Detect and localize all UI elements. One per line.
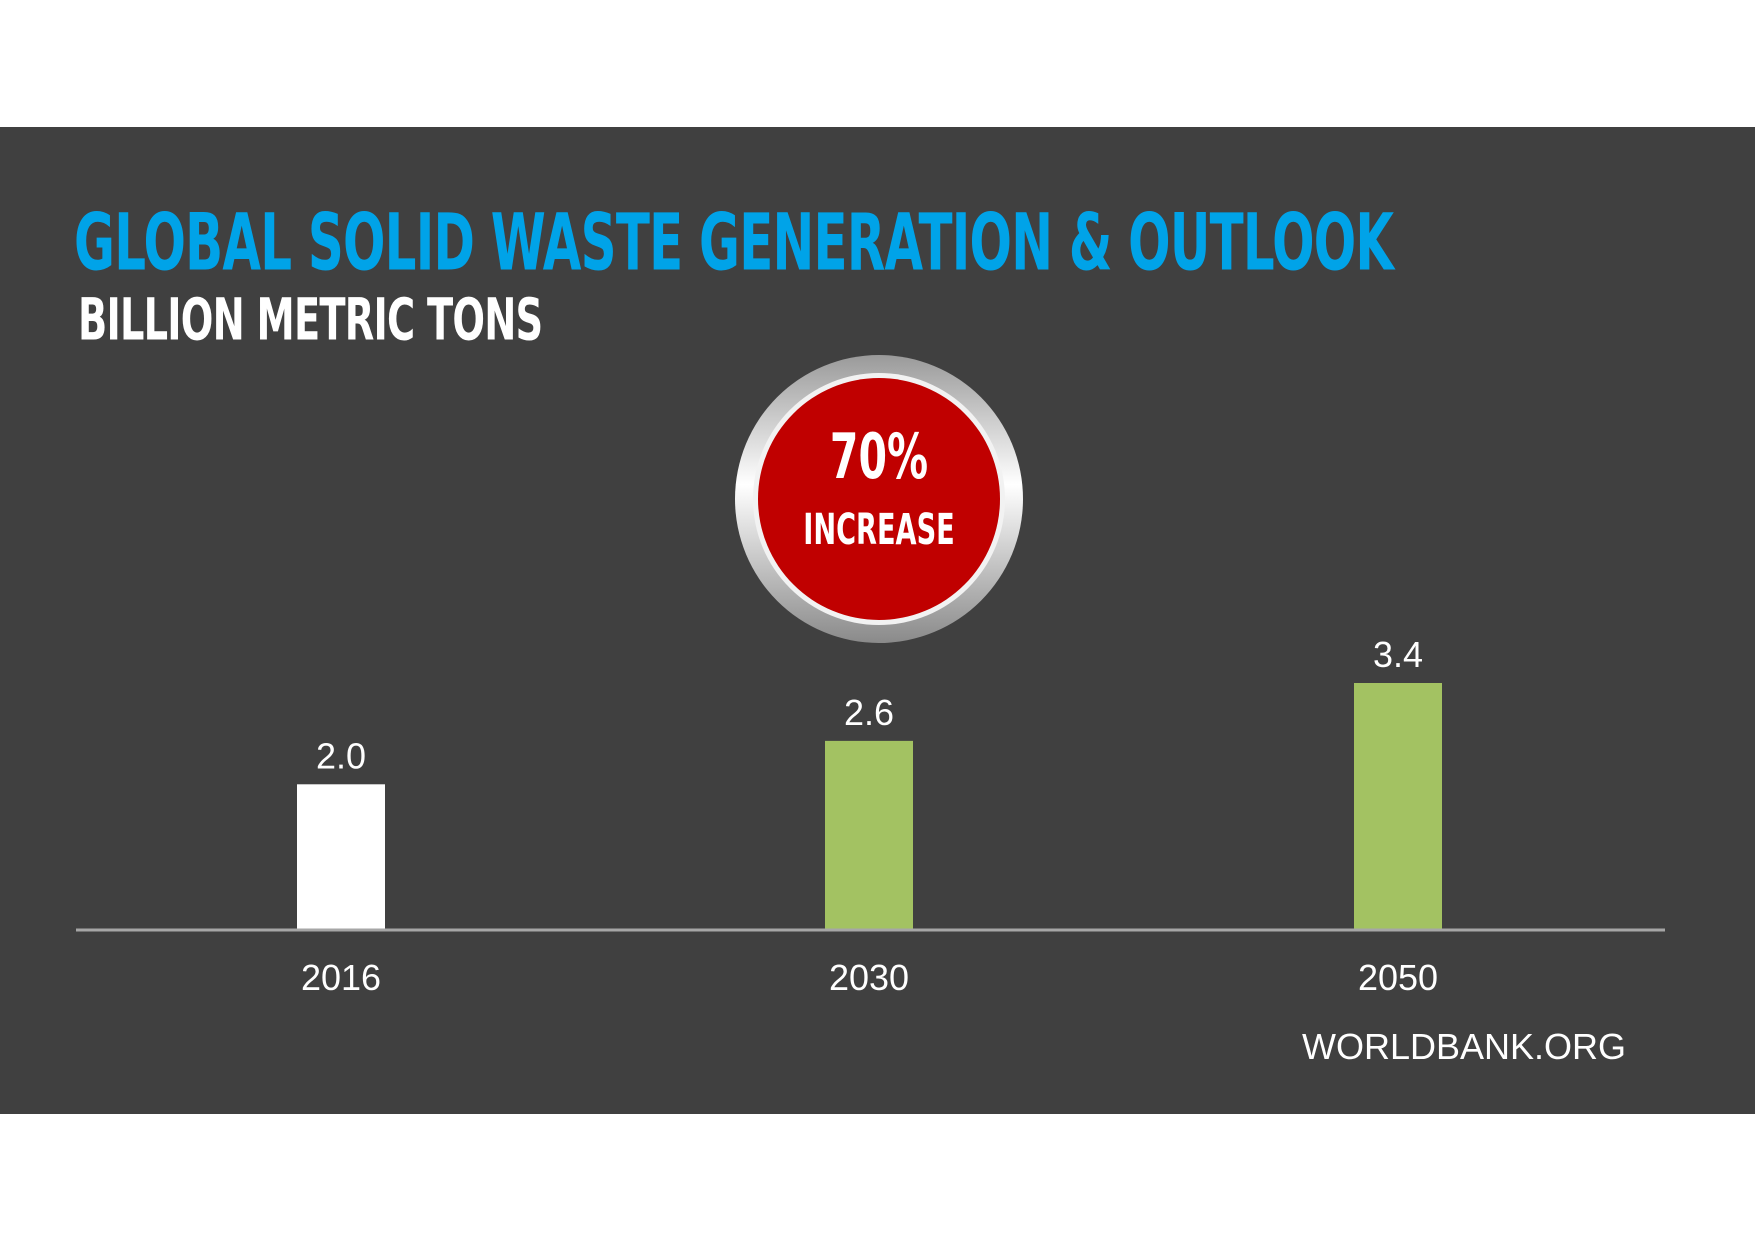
x-tick-label-2016: 2016 xyxy=(301,957,381,998)
chart-subtitle: BILLION METRIC TONS xyxy=(78,286,543,354)
bar-2030 xyxy=(825,740,913,929)
badge-core xyxy=(758,378,1000,620)
bar-2016 xyxy=(297,784,385,929)
increase-badge: 70% INCREASE xyxy=(735,355,1023,643)
data-label-2016: 2.0 xyxy=(316,735,366,776)
bar-2050 xyxy=(1354,683,1442,929)
badge-label: INCREASE xyxy=(803,506,955,555)
badge-value: 70% xyxy=(830,421,928,493)
x-tick-label-2030: 2030 xyxy=(829,957,909,998)
chart-title: GLOBAL SOLID WASTE GENERATION & OUTLOOK xyxy=(74,198,1394,289)
bars-group xyxy=(297,683,1442,929)
source-credit: WORLDBANK.ORG xyxy=(1302,1026,1627,1067)
data-label-2030: 2.6 xyxy=(844,692,894,733)
x-tick-label-2050: 2050 xyxy=(1358,957,1438,998)
data-label-2050: 3.4 xyxy=(1373,634,1423,675)
data-labels-group: 2.0 2.6 3.4 xyxy=(316,634,1423,776)
x-tick-labels-group: 2016 2030 2050 xyxy=(301,957,1438,998)
